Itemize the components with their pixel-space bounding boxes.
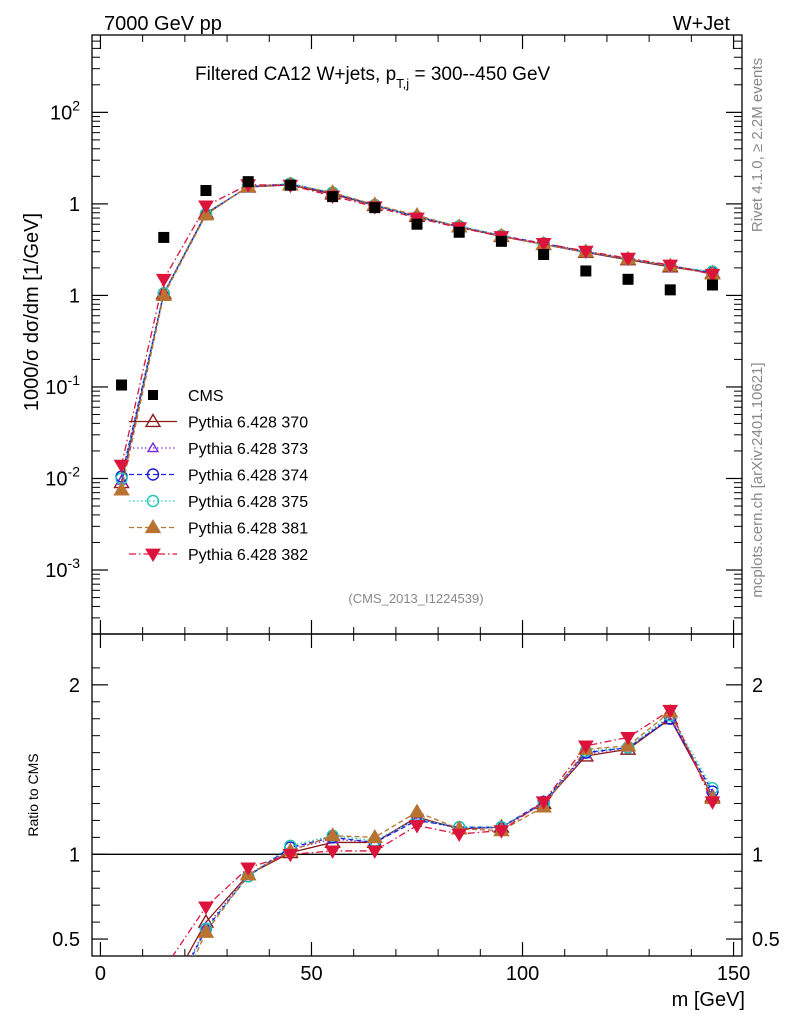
header-left: 7000 GeV pp — [104, 13, 222, 35]
series-marker — [577, 245, 594, 260]
ratio-marker — [451, 828, 468, 842]
cms-data-point — [411, 218, 423, 230]
legend-label: Pythia 6.428 374 — [188, 468, 308, 485]
ratio-marker — [535, 796, 552, 810]
ratio-line — [194, 710, 714, 956]
legend-marker — [146, 441, 160, 453]
x-tick-label: 0 — [95, 963, 106, 985]
ratio-marker — [493, 825, 510, 839]
ratio-tick-label-right: 0.5 — [752, 929, 780, 951]
cms-data-point — [538, 248, 550, 260]
y-axis-label-ratio: Ratio to CMS — [25, 753, 41, 836]
legend-label: Pythia 6.428 375 — [188, 494, 308, 511]
cms-data-point — [242, 176, 254, 188]
series-marker — [198, 200, 214, 214]
ratio-marker — [324, 845, 341, 859]
cms-data-point — [200, 185, 212, 197]
ratio-line — [191, 714, 714, 956]
x-axis-label: m [GeV] — [672, 989, 745, 1011]
plot-title: Filtered CA12 W+jets, pT,j = 300--450 Ge… — [195, 64, 551, 91]
cms-data-points — [116, 176, 718, 391]
ratio-line — [191, 717, 714, 956]
axis-ticks: 0 50 100 150 102 1 1 10-1 10-2 10-3 0.5 0.5 1 1 2 2 — [45, 34, 780, 985]
ratio-marker — [197, 923, 215, 938]
ratio-marker — [282, 848, 299, 863]
cms-data-point — [327, 191, 339, 203]
ratio-marker — [366, 845, 383, 859]
series-marker — [535, 238, 552, 252]
cms-data-point — [284, 179, 296, 191]
y-tick-label: 10-2 — [45, 463, 80, 490]
legend-cms-marker — [148, 390, 158, 400]
y-tick-label: 102 — [50, 97, 80, 124]
series-marker — [704, 268, 721, 283]
x-tick-label: 50 — [300, 963, 322, 985]
ratio-series — [171, 703, 721, 956]
y-tick-label: 1 — [69, 285, 80, 307]
ratio-tick-label: 2 — [69, 675, 80, 697]
legend-label: Pythia 6.428 370 — [188, 415, 308, 432]
x-tick-label: 100 — [506, 963, 539, 985]
cms-data-point — [622, 273, 634, 285]
ratio-clip-group — [171, 703, 721, 956]
ratio-marker — [662, 704, 679, 719]
y-tick-label: 10-3 — [45, 555, 80, 582]
ratio-tick-label: 1 — [69, 844, 80, 866]
legend-label: Pythia 6.428 373 — [188, 441, 308, 458]
series-marker — [620, 252, 636, 267]
series-marker — [155, 273, 172, 288]
ratio-marker — [577, 740, 594, 754]
legend-marker — [144, 413, 162, 428]
cms-data-point — [116, 379, 128, 391]
ratio-marker — [620, 731, 636, 746]
y-axis-label-top: 1000/σ dσ/dm [1/GeV] — [21, 213, 43, 411]
ratio-marker — [409, 820, 425, 834]
ratio-marker — [240, 862, 257, 876]
cms-data-point — [158, 231, 170, 243]
top-panel-frame — [91, 34, 743, 635]
legend-marker — [146, 494, 160, 508]
plot-title-main: Filtered CA12 W+jets, p — [195, 64, 396, 85]
y-tick-label: 10-1 — [45, 372, 80, 399]
series-marker — [662, 259, 679, 273]
cms-data-point — [664, 284, 676, 296]
legend-label: Pythia 6.428 381 — [188, 521, 308, 538]
ratio-tick-label-right: 2 — [752, 675, 763, 697]
cms-data-point — [706, 279, 718, 291]
ratio-tick-label: 0.5 — [52, 929, 80, 951]
ratio-line — [171, 709, 714, 956]
cms-data-point — [453, 226, 465, 238]
y-tick-label: 1 — [69, 194, 80, 216]
x-tick-label: 150 — [717, 963, 750, 985]
legend-marker — [144, 519, 162, 534]
series-marker — [113, 481, 130, 496]
legend-marker — [145, 548, 161, 562]
legend: CMS Pythia 6.428 370 Pythia 6.428 373 Pythi… — [129, 388, 308, 564]
ratio-marker — [366, 828, 384, 843]
cms-data-point — [495, 235, 507, 247]
legend-marker — [146, 468, 160, 481]
legend-label: Pythia 6.428 382 — [188, 547, 308, 564]
plot-title-sub: T,j — [396, 76, 409, 91]
mcplots-label: mcplots.cern.ch [arXiv:2401.10621] — [749, 362, 766, 597]
plot-title-tail: = 300--450 GeV — [409, 64, 550, 85]
analysis-id: (CMS_2013_I1224539) — [348, 591, 483, 606]
cms-data-point — [369, 202, 381, 214]
cms-data-point — [580, 265, 592, 277]
legend-cms-label: CMS — [188, 388, 224, 405]
series-marker — [113, 459, 130, 474]
ratio-tick-label-right: 1 — [752, 844, 763, 866]
ratio-marker — [324, 827, 341, 842]
rivet-label: Rivet 4.1.0, ≥ 2.2M events — [749, 58, 766, 232]
ratio-panel-frame — [91, 633, 743, 957]
header-right: W+Jet — [673, 13, 731, 35]
ratio-marker — [198, 901, 214, 915]
ratio-marker — [408, 803, 426, 818]
ratio-marker — [704, 796, 721, 810]
